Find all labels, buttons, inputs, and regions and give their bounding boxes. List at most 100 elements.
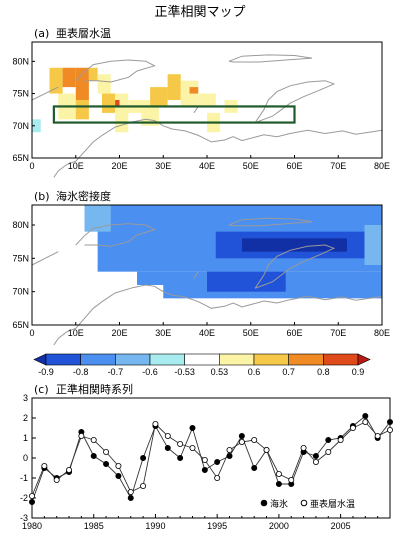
subsurface-temp-point <box>103 448 110 455</box>
subsurface-temp-point <box>90 436 97 443</box>
subsurface-temp-point <box>189 444 196 451</box>
correlation-cell <box>102 93 116 113</box>
panel-b: (b) 海氷密接度 0 10E 20E 30E 40E 50E 60E 70E 80E 65N 70… <box>12 189 390 346</box>
panel-a-title: 亜表層水温 <box>56 26 111 40</box>
correlation-cell <box>97 74 111 94</box>
subsurface-temp-point <box>78 432 85 439</box>
sea-ice-point <box>164 444 171 451</box>
y-tick-label: 1 <box>23 433 28 443</box>
correlation-cell <box>189 87 199 94</box>
colorbar-label: -0.53 <box>174 367 195 377</box>
subsurface-temp-point <box>177 440 184 447</box>
panel-c: (c) 正準相関時系列 -3 -2 -1 0 1 2 3 1980 1985 1990 1995 20… <box>20 382 393 531</box>
subsurface-temp-point <box>325 448 332 455</box>
x-tick-label: 80E <box>374 328 390 338</box>
sea-ice-point <box>103 460 110 467</box>
coastline <box>75 59 156 83</box>
correlation-cell <box>115 100 120 107</box>
y-tick-label: -1 <box>20 473 28 483</box>
y-tick-label: 75N <box>12 89 29 99</box>
y-tick-label: -3 <box>20 513 28 523</box>
subsurface-temp-point <box>349 424 356 431</box>
panel-a-label: (a) <box>34 27 49 40</box>
colorbar-label: -0.6 <box>142 367 158 377</box>
correlation-cell <box>198 93 216 107</box>
colorbar-label: 0.7 <box>282 367 295 377</box>
x-tick-label: 40E <box>199 328 215 338</box>
coastline <box>53 118 383 178</box>
map-a-plot: 0 10E 20E 30E 40E 50E 60E 70E 80E 65N 70N 75N 80N <box>12 41 390 178</box>
x-tick-label: 80E <box>374 161 390 171</box>
subsurface-temp-point <box>337 436 344 443</box>
subsurface-temp-point <box>263 446 270 453</box>
coastline <box>254 80 336 124</box>
sea-ice-point <box>127 494 134 501</box>
subsurface-temp-point <box>362 418 369 425</box>
correlation-cell <box>207 271 286 292</box>
color-scale-bar: -0.9 -0.8 -0.7 -0.6 -0.53 0.53 0.6 0.7 0.8 0.9 <box>33 353 371 377</box>
x-tick-label: 1985 <box>84 521 104 531</box>
colorbar-label: 0.53 <box>211 367 229 377</box>
x-tick-label: 60E <box>286 328 302 338</box>
subsurface-temp-point <box>140 482 147 489</box>
subsurface-temp-point <box>238 438 245 445</box>
colorbar-segment <box>149 353 185 366</box>
subsurface-temp-point <box>214 474 221 481</box>
subsurface-temp-point <box>28 492 35 499</box>
colorbar-label: 0.9 <box>352 367 365 377</box>
panel-c-label: (c) <box>34 383 49 396</box>
correlation-cell <box>88 67 98 81</box>
subsurface-temp-point <box>152 420 159 427</box>
y-tick-label: 65N <box>12 153 29 163</box>
x-tick-label: 60E <box>286 161 302 171</box>
colorbar-end-high <box>357 353 371 366</box>
subsurface-temp-point <box>288 476 295 483</box>
coastline <box>228 54 313 63</box>
correlation-cell <box>150 87 168 107</box>
y-tick-label: 3 <box>23 393 28 403</box>
sea-ice-point <box>312 452 319 459</box>
subsurface-temp-point <box>374 432 381 439</box>
subsurface-temp-point <box>251 436 258 443</box>
colorbar-segment <box>288 353 324 366</box>
correlation-cell <box>364 225 382 265</box>
coastline <box>53 284 383 346</box>
x-tick-label: 10E <box>68 161 84 171</box>
colorbar-label: -0.7 <box>108 367 124 377</box>
x-tick-label: 1980 <box>22 521 42 531</box>
y-tick-label: 70N <box>12 287 29 297</box>
sea-ice-point <box>28 498 35 505</box>
legend-marker-sea-ice <box>260 499 268 507</box>
sea-ice-point <box>140 454 147 461</box>
panel-c-title: 正準相関時系列 <box>56 382 133 396</box>
analysis-region-box <box>52 105 296 124</box>
y-tick-label: -2 <box>20 493 28 503</box>
colorbar-segment <box>219 353 255 366</box>
correlation-cell <box>49 67 63 94</box>
sea-ice-point <box>177 454 184 461</box>
y-tick-label: 0 <box>23 453 28 463</box>
colorbar-label: 0.8 <box>317 367 330 377</box>
coastline <box>228 217 313 227</box>
subsurface-temp-point <box>201 456 208 463</box>
colorbar-segment <box>45 353 81 366</box>
subsurface-temp-point <box>386 426 393 433</box>
subsurface-temp-point <box>164 432 171 439</box>
y-tick-label: 65N <box>12 320 29 330</box>
x-tick-label: 70E <box>330 328 346 338</box>
x-tick-label: 2005 <box>331 521 351 531</box>
x-tick-label: 70E <box>330 161 346 171</box>
sea-ice-point <box>115 472 122 479</box>
map-b-plot: 0 10E 20E 30E 40E 50E 60E 70E 80E 65N 70N 75N 80N <box>12 204 390 346</box>
colorbar-segment <box>80 353 116 366</box>
colorbar-label: -0.9 <box>38 367 54 377</box>
x-tick-label: 40E <box>199 161 215 171</box>
colorbar-end-low <box>33 353 47 366</box>
panel-a: (a) 亜表層水温 0 10E 20E 30E 40E 50E 60E 70E 80E 65N 70… <box>12 26 390 178</box>
y-tick-label: 75N <box>12 253 29 263</box>
sea-ice-point <box>251 464 258 471</box>
sea-ice-point <box>226 452 233 459</box>
subsurface-temp-point <box>127 488 134 495</box>
correlation-cell <box>75 67 89 100</box>
